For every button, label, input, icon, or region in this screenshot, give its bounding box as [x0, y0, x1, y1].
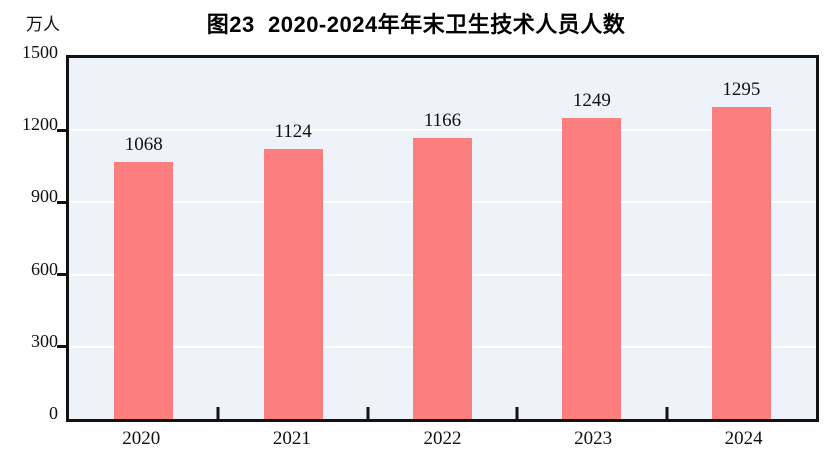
y-axis-label: 1200	[22, 114, 58, 135]
bar-value-label: 1068	[124, 133, 163, 155]
x-axis-labels: 2020 2021 2022 2023 2024	[66, 428, 819, 450]
y-axis-tick	[57, 273, 66, 277]
bar-value-label: 1295	[722, 79, 761, 101]
y-axis-tick	[57, 345, 66, 349]
chart-title: 图23 2020-2024年年末卫生技术人员人数	[206, 12, 626, 37]
y-axis-unit-label: 万人	[26, 15, 60, 34]
y-axis-label: 900	[31, 186, 58, 207]
x-axis-label-2023: 2023	[574, 428, 613, 449]
y-axis-label: 300	[31, 330, 58, 351]
x-axis-label-2022: 2022	[423, 428, 462, 449]
gridline	[69, 129, 816, 132]
plot-area: 1068 1124 1166 1249 1295	[66, 55, 819, 422]
x-axis-tick	[366, 407, 370, 419]
y-axis-label: 1500	[22, 42, 58, 62]
bar-2021	[263, 148, 323, 419]
y-axis-tick	[57, 128, 66, 132]
bar-2024	[711, 107, 771, 419]
x-axis-tick	[216, 407, 220, 419]
bar-column-2021: 1124	[218, 58, 367, 419]
bar-value-label: 1166	[423, 110, 462, 132]
y-axis-label: 0	[49, 403, 58, 423]
x-axis-label-2024: 2024	[724, 428, 763, 449]
bars-layer: 1068 1124 1166 1249 1295	[69, 58, 816, 419]
bar-column-2023: 1249	[517, 58, 666, 419]
bar-column-2024: 1295	[667, 58, 816, 419]
x-axis-label-2020: 2020	[122, 428, 161, 449]
bar-column-2020: 1068	[69, 58, 218, 419]
bar-column-2022: 1166	[368, 58, 517, 419]
x-axis-tick	[515, 407, 519, 419]
bar-2020	[114, 161, 174, 419]
y-axis-tick	[57, 200, 66, 204]
bar-2022	[413, 138, 473, 419]
y-axis-label: 600	[31, 258, 58, 279]
bar-value-label: 1249	[572, 90, 611, 112]
bar-value-label: 1124	[274, 120, 312, 142]
x-axis-tick	[665, 407, 669, 419]
x-axis-label-2021: 2021	[272, 428, 311, 449]
bar-2023	[562, 118, 622, 419]
